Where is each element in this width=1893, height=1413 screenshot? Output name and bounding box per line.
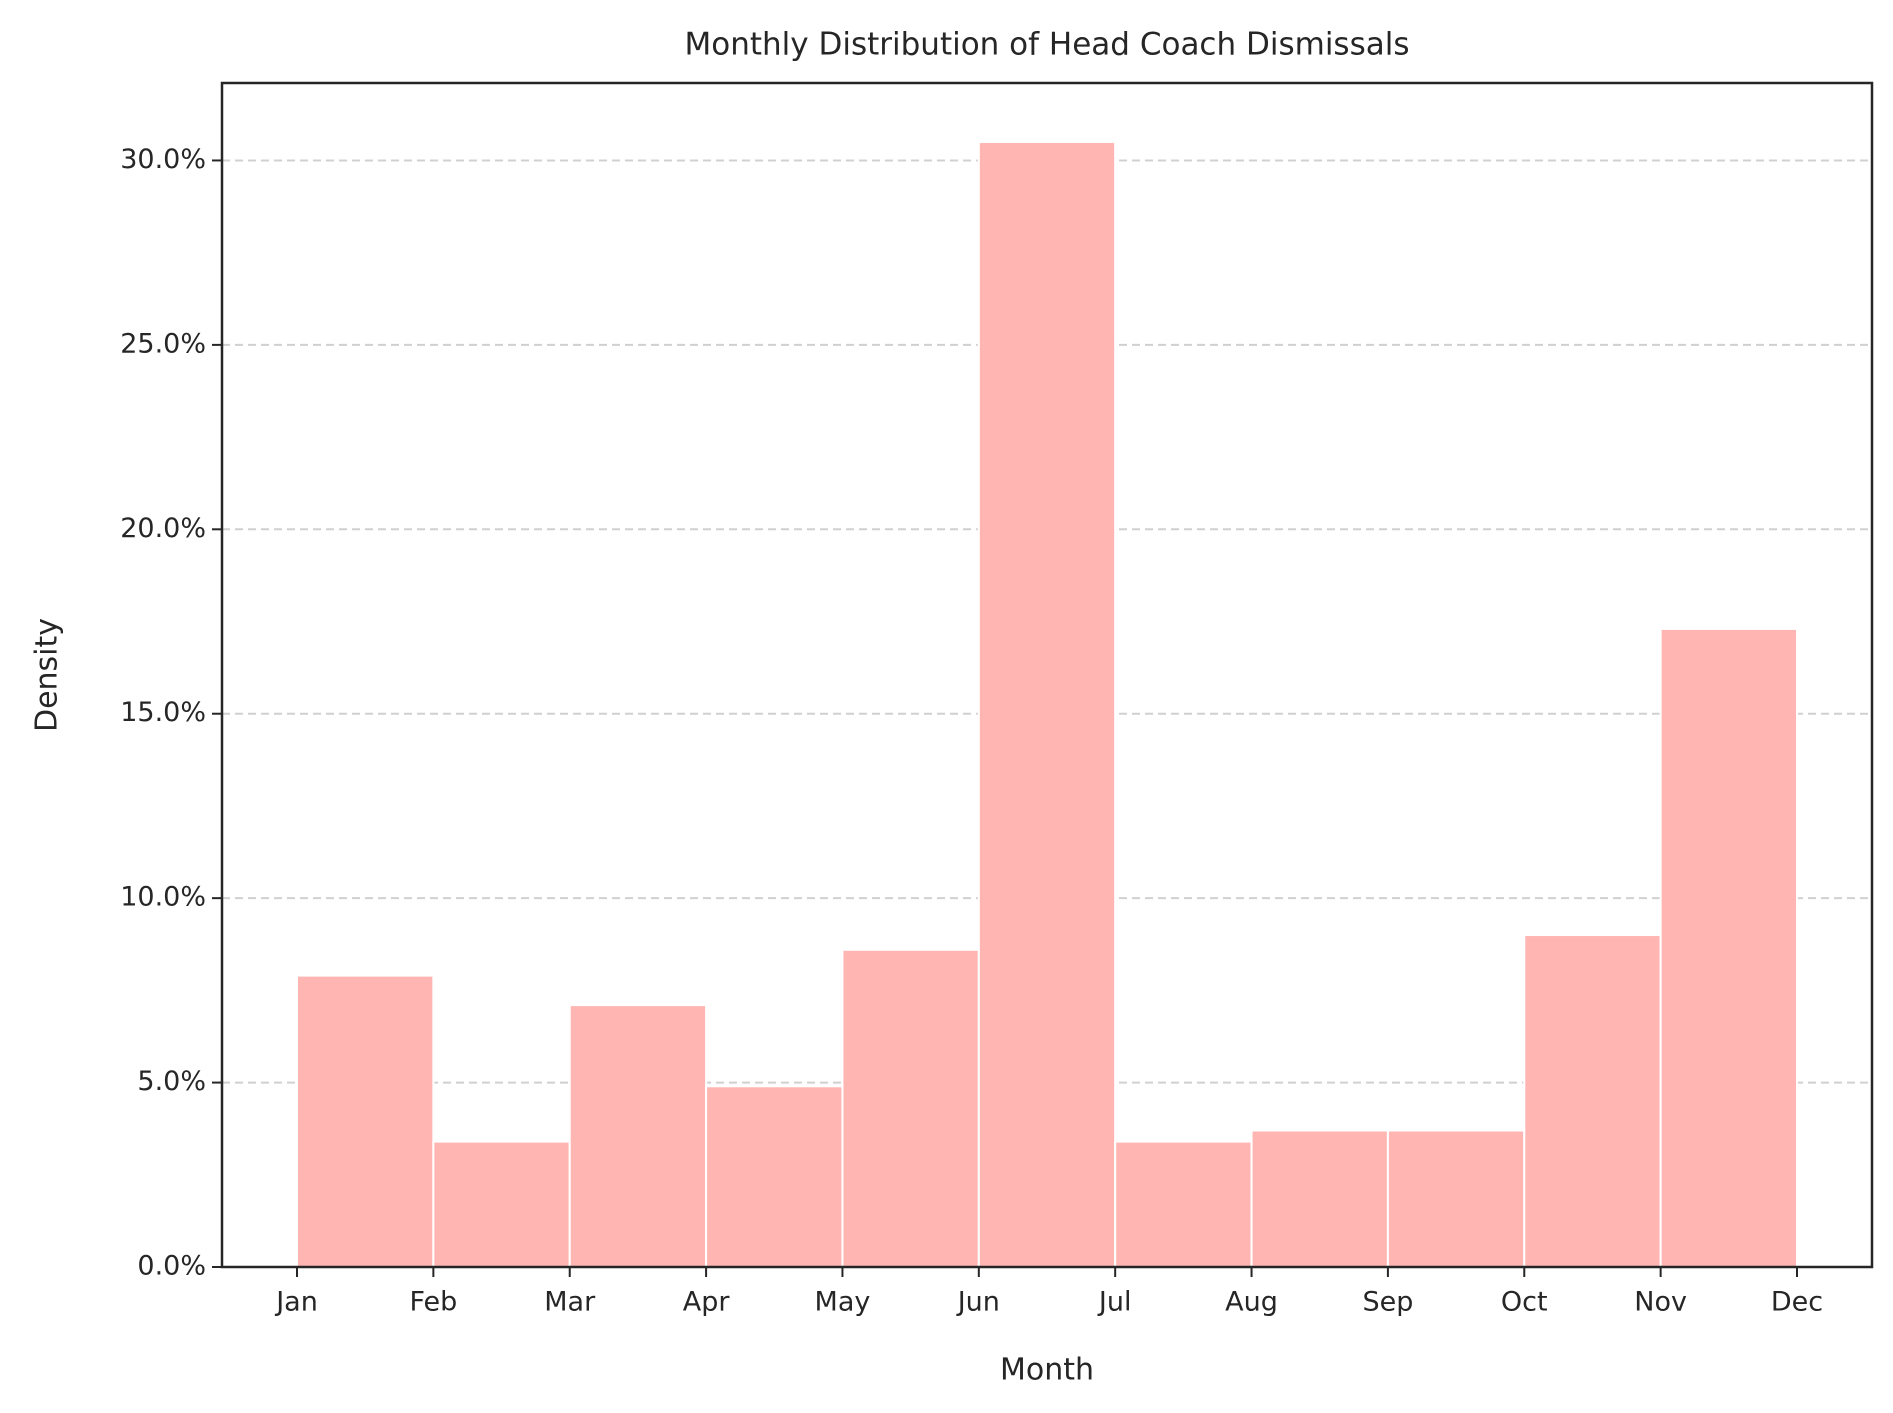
x-tick-label: Dec [1771,1287,1823,1318]
y-tick-label: 0.0% [137,1251,206,1282]
x-tick-label: Mar [544,1287,596,1318]
y-axis-label: Density [30,618,65,732]
x-tick-label: Aug [1225,1287,1278,1318]
x-tick-label: Feb [409,1287,457,1318]
bar [1386,1129,1526,1269]
bar [705,1085,844,1268]
x-tick-label: Sep [1362,1287,1413,1318]
x-axis-label: Month [1000,1353,1094,1388]
plot-frame [220,81,1874,1269]
x-tick-label: Jul [1097,1287,1132,1318]
bar [977,141,1117,1268]
bar [1523,934,1662,1268]
bar [841,948,980,1268]
y-tick-label: 20.0% [120,513,206,544]
x-tick-label: May [815,1287,871,1318]
y-tick-label: 15.0% [120,697,206,728]
x-tick-label: Jan [274,1287,318,1318]
bar [1250,1129,1389,1269]
y-tick-label: 30.0% [120,144,206,175]
x-tick-label: Apr [683,1287,731,1318]
bar [296,974,435,1268]
y-tick-label: 5.0% [137,1066,206,1097]
bar [568,1004,708,1269]
y-tick-label: 25.0% [120,328,206,359]
y-tick-label: 10.0% [120,882,206,913]
x-tick-label: Jun [956,1287,1000,1318]
chart-title: Monthly Distribution of Head Coach Dismi… [685,27,1410,63]
x-tick-label: Nov [1634,1287,1687,1318]
bar [432,1140,571,1269]
x-tick-label: Oct [1501,1287,1548,1318]
bar [1114,1140,1253,1269]
bar [1659,627,1798,1268]
